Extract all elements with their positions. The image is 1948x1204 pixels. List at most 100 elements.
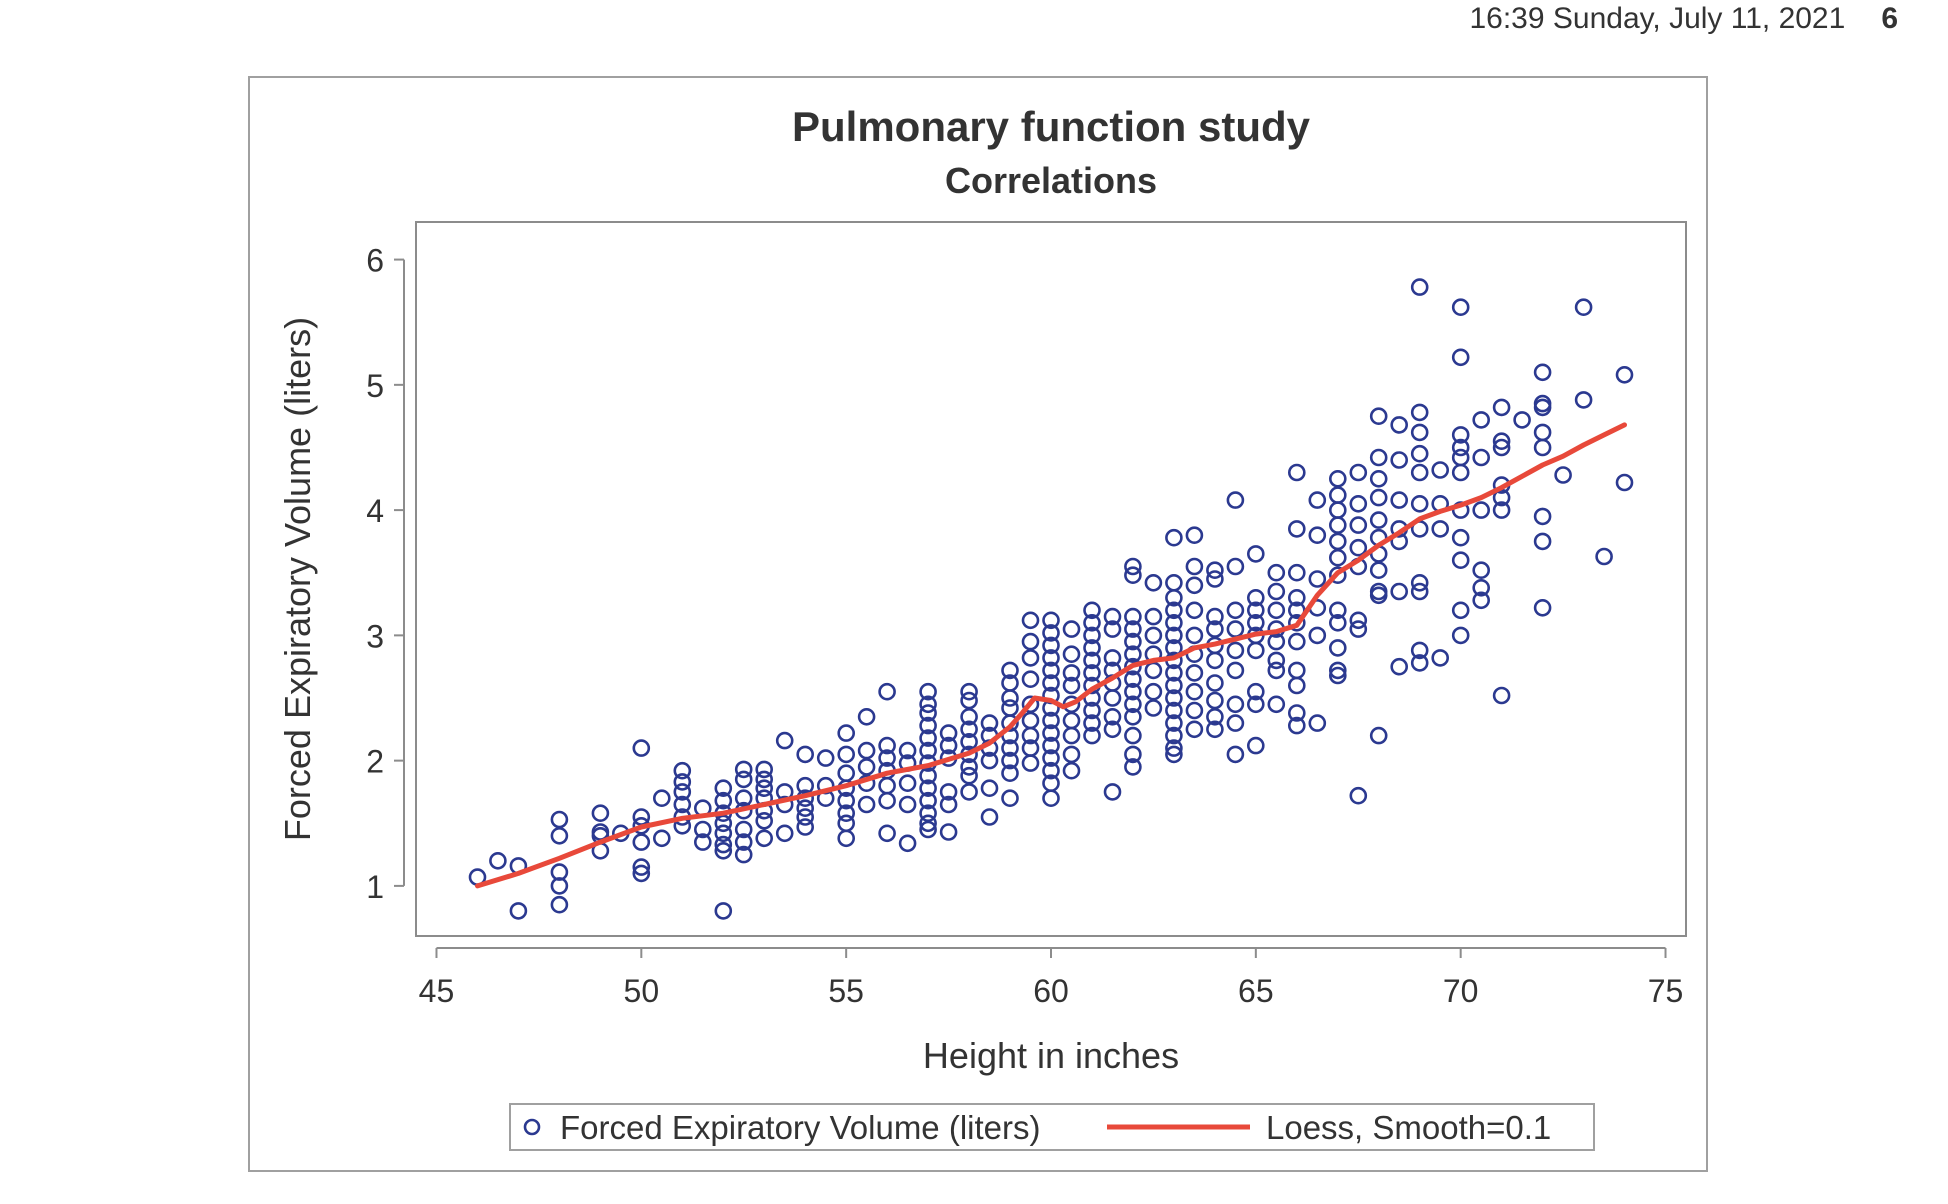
scatter-point [652,829,671,848]
scatter-point [1083,651,1101,670]
scatter-point [1329,666,1347,685]
scatter-point [1329,601,1347,620]
scatter-point [796,818,815,836]
scatter-point [1369,407,1388,426]
chart-subtitle: Correlations [945,160,1157,201]
scatter-point [1369,448,1388,467]
scatter-point [1247,545,1265,563]
scatter-point [1124,682,1142,701]
scatter-point [1288,632,1306,651]
scatter-point [1369,726,1388,745]
scatter-point [1451,601,1470,620]
scatter-point [1451,348,1470,367]
scatter-point [1369,561,1388,580]
scatter-point [1042,724,1060,742]
scatter-point [1021,711,1040,730]
scatter-point [1349,620,1368,638]
scatter-point [1390,451,1408,469]
scatter-point [1595,547,1613,566]
scatter-point [1226,714,1245,732]
scatter-point [1451,626,1470,645]
scatter-point [1431,520,1449,538]
x-tick-label: 45 [419,973,455,1009]
scatter-point [837,814,856,833]
scatter-point [1247,682,1265,701]
scatter-point [1001,714,1019,732]
scatter-point [1124,695,1142,714]
scatter-point [775,731,794,750]
scatter-point [1206,707,1224,726]
scatter-point [1103,720,1122,739]
scatter-point [1349,538,1368,557]
scatter-point [1103,689,1122,707]
scatter-point [1165,676,1183,695]
scatter-point [693,833,712,851]
scatter-point [1124,670,1142,689]
scatter-point [1410,403,1429,422]
scatter-point [1390,657,1408,676]
scatter-point [1226,601,1245,620]
scatter-point [939,823,958,841]
scatter-point [1308,491,1327,509]
y-axis-label: Forced Expiratory Volume (liters) [277,317,318,841]
scatter-point [857,758,876,776]
scatter-point [714,841,733,860]
scatter-point [960,707,978,726]
scatter-point [919,741,937,760]
scatter-point [1124,758,1142,776]
scatter-point [919,779,937,798]
scatter-point [1329,639,1347,657]
x-tick-label: 60 [1033,973,1069,1009]
scatter-point [1431,649,1449,667]
scatter-point [919,704,937,722]
scatter-point [1062,645,1081,664]
scatter-point [1124,657,1142,676]
scatter-point [1329,501,1347,519]
scatter-point [755,829,774,848]
scatter-point [960,758,978,776]
scatter-point [1267,563,1286,582]
scatter-point [1451,298,1470,317]
x-tick-label: 50 [624,973,660,1009]
legend-label-scatter: Forced Expiratory Volume (liters) [560,1109,1040,1146]
scatter-point [857,795,876,814]
scatter-point [878,736,896,755]
scatter-point [1042,611,1060,630]
plot-area [415,221,1687,937]
scatter-point [1410,641,1429,660]
scatter-point [1124,620,1142,638]
scatter-point [1329,469,1347,488]
scatter-point [837,764,856,783]
scatter-point [1001,689,1019,707]
scatter-point [1124,645,1142,664]
scatter-point [632,739,651,757]
scatter-point [1329,486,1347,504]
scatter-point [1042,761,1060,780]
scatter-point [755,760,774,779]
scatter-point [1472,561,1490,580]
scatter-point [1165,701,1183,720]
scatter-point [1247,613,1265,632]
scatter-point [1451,426,1470,444]
scatter-point [1185,664,1204,682]
scatter-point [1144,573,1163,592]
scatter-point [857,707,876,726]
scatter-point [1329,566,1347,585]
y-tick-label: 4 [366,493,384,529]
scatter-point [1185,701,1204,720]
scatter-point [1165,745,1183,764]
scatter-point [1001,751,1019,770]
scatter-point [1349,516,1368,534]
y-tick-label: 1 [366,869,384,905]
scatter-point [1451,448,1470,467]
scatter-point [1288,563,1306,582]
scatter-point [919,682,937,701]
scatter-point [734,770,753,789]
scatter-point [755,779,774,798]
scatter-point [1267,695,1286,714]
scatter-point [1165,626,1183,645]
scatter-point [693,820,712,839]
scatter-point [714,814,733,833]
scatter-point [1042,661,1060,680]
scatter-point [1349,463,1368,482]
